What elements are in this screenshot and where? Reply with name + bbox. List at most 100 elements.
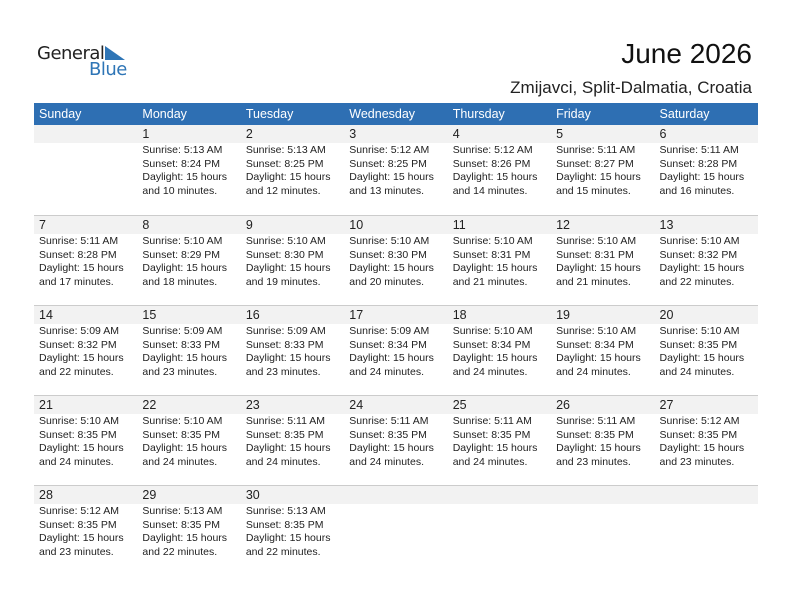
sunrise-text: Sunrise: 5:12 AM (349, 144, 430, 156)
daylight-minutes-text: and 23 minutes. (556, 455, 631, 468)
sunset-text: Sunset: 8:35 PM (39, 428, 117, 441)
sunrise-text: Sunrise: 5:13 AM (142, 505, 223, 517)
sunrise-text: Sunrise: 5:09 AM (245, 325, 326, 337)
sunset-text: Sunset: 8:27 PM (556, 157, 634, 170)
day-cell: 28 Sunrise: 5:12 AM Sunset: 8:35 PM Dayligh… (34, 486, 137, 575)
sunrise-text: Sunrise: 5:11 AM (556, 415, 636, 427)
day-number: 17 (349, 308, 364, 322)
daylight-text: Daylight: 15 hours (245, 262, 331, 274)
day-number: 2 (245, 127, 253, 141)
day-number: 23 (245, 398, 260, 412)
daylight-minutes-text: and 21 minutes. (556, 275, 631, 288)
sunset-text: Sunset: 8:34 PM (452, 338, 531, 351)
sunset-text: Sunset: 8:35 PM (556, 428, 634, 441)
empty-cell (655, 486, 758, 575)
daylight-text: Daylight: 15 hours (142, 171, 228, 183)
daylight-minutes-text: and 22 minutes. (245, 545, 321, 558)
daylight-text: Daylight: 15 hours (39, 442, 124, 454)
day-number: 30 (245, 488, 260, 502)
sunrise-text: Sunrise: 5:11 AM (39, 235, 119, 247)
daylight-minutes-text: and 19 minutes. (245, 275, 321, 288)
daylight-minutes-text: and 12 minutes. (245, 184, 321, 197)
sunrise-text: Sunrise: 5:10 AM (452, 325, 533, 337)
day-cell: 10 Sunrise: 5:10 AM Sunset: 8:30 PM Dayligh… (344, 216, 447, 305)
logo: General Blue (37, 43, 137, 83)
daylight-text: Daylight: 15 hours (659, 352, 745, 364)
day-cell: 9 Sunrise: 5:10 AM Sunset: 8:30 PM Daylight… (241, 216, 344, 305)
week-row: 7 Sunrise: 5:11 AM Sunset: 8:28 PM Daylight… (34, 215, 758, 305)
day-number-bar (34, 216, 758, 234)
daylight-minutes-text: and 23 minutes. (659, 455, 735, 468)
daylight-minutes-text: and 10 minutes. (142, 184, 218, 197)
day-cell: 19 Sunrise: 5:10 AM Sunset: 8:34 PM Dayligh… (551, 306, 654, 395)
empty-cell (551, 486, 654, 575)
daylight-minutes-text: and 23 minutes. (245, 365, 321, 378)
sunset-text: Sunset: 8:35 PM (659, 428, 738, 441)
daylight-minutes-text: and 18 minutes. (142, 275, 218, 288)
day-cell: 14 Sunrise: 5:09 AM Sunset: 8:32 PM Dayligh… (34, 306, 137, 395)
daylight-minutes-text: and 23 minutes. (142, 365, 218, 378)
weekday-wednesday: Wednesday (349, 107, 416, 121)
day-cell: 6 Sunrise: 5:11 AM Sunset: 8:28 PM Daylight… (655, 125, 758, 215)
sunrise-text: Sunrise: 5:10 AM (142, 235, 223, 247)
sunrise-text: Sunrise: 5:10 AM (245, 235, 326, 247)
sunrise-text: Sunrise: 5:12 AM (659, 415, 740, 427)
daylight-text: Daylight: 15 hours (142, 262, 228, 274)
daylight-minutes-text: and 24 minutes. (142, 455, 218, 468)
daylight-text: Daylight: 15 hours (659, 171, 745, 183)
daylight-minutes-text: and 24 minutes. (659, 365, 735, 378)
sunset-text: Sunset: 8:25 PM (349, 157, 427, 170)
day-number-bar (34, 486, 758, 504)
day-number: 13 (659, 218, 674, 232)
sunset-text: Sunset: 8:24 PM (142, 157, 221, 170)
daylight-text: Daylight: 15 hours (349, 352, 434, 364)
sunrise-text: Sunrise: 5:11 AM (452, 415, 532, 427)
weekday-tuesday: Tuesday (245, 107, 294, 121)
sunrise-text: Sunrise: 5:13 AM (245, 144, 326, 156)
day-number: 16 (245, 308, 260, 322)
sunset-text: Sunset: 8:34 PM (556, 338, 634, 351)
sunset-text: Sunset: 8:28 PM (39, 248, 117, 261)
empty-cell (34, 125, 137, 215)
sunrise-text: Sunrise: 5:11 AM (659, 144, 739, 156)
daylight-text: Daylight: 15 hours (556, 171, 641, 183)
day-cell: 1 Sunrise: 5:13 AM Sunset: 8:24 PM Daylight… (137, 125, 240, 215)
daylight-minutes-text: and 24 minutes. (452, 365, 528, 378)
day-cell: 16 Sunrise: 5:09 AM Sunset: 8:33 PM Dayligh… (241, 306, 344, 395)
sunrise-text: Sunrise: 5:10 AM (452, 235, 533, 247)
daylight-text: Daylight: 15 hours (659, 442, 745, 454)
daylight-minutes-text: and 14 minutes. (452, 184, 528, 197)
daylight-minutes-text: and 17 minutes. (39, 275, 114, 288)
location-subtitle: Zmijavci, Split-Dalmatia, Croatia (510, 78, 752, 97)
sunset-text: Sunset: 8:30 PM (245, 248, 324, 261)
daylight-minutes-text: and 13 minutes. (349, 184, 424, 197)
day-number-bar (34, 125, 758, 143)
day-number-bar (34, 396, 758, 414)
daylight-minutes-text: and 24 minutes. (349, 455, 424, 468)
day-cell: 23 Sunrise: 5:11 AM Sunset: 8:35 PM Dayligh… (241, 396, 344, 485)
day-number-bar (34, 306, 758, 324)
day-number: 1 (142, 127, 150, 141)
logo-triangle-icon (105, 46, 125, 60)
daylight-text: Daylight: 15 hours (39, 532, 124, 544)
sunset-text: Sunset: 8:25 PM (245, 157, 324, 170)
sunrise-text: Sunrise: 5:11 AM (556, 144, 636, 156)
daylight-text: Daylight: 15 hours (556, 442, 641, 454)
sunset-text: Sunset: 8:31 PM (556, 248, 634, 261)
day-number: 28 (39, 488, 53, 502)
day-number: 10 (349, 218, 364, 232)
logo-text-general: General (37, 43, 105, 64)
sunrise-text: Sunrise: 5:13 AM (245, 505, 326, 517)
daylight-minutes-text: and 24 minutes. (556, 365, 631, 378)
daylight-minutes-text: and 24 minutes. (39, 455, 114, 468)
weekday-monday: Monday (142, 107, 187, 121)
weekday-sunday: Sunday (39, 107, 82, 121)
sunrise-text: Sunrise: 5:09 AM (142, 325, 223, 337)
day-number: 27 (659, 398, 674, 412)
daylight-minutes-text: and 22 minutes. (142, 545, 218, 558)
sunrise-text: Sunrise: 5:12 AM (39, 505, 119, 517)
sunrise-text: Sunrise: 5:13 AM (142, 144, 223, 156)
daylight-minutes-text: and 23 minutes. (39, 545, 114, 558)
day-number: 3 (349, 127, 357, 141)
daylight-text: Daylight: 15 hours (556, 262, 641, 274)
